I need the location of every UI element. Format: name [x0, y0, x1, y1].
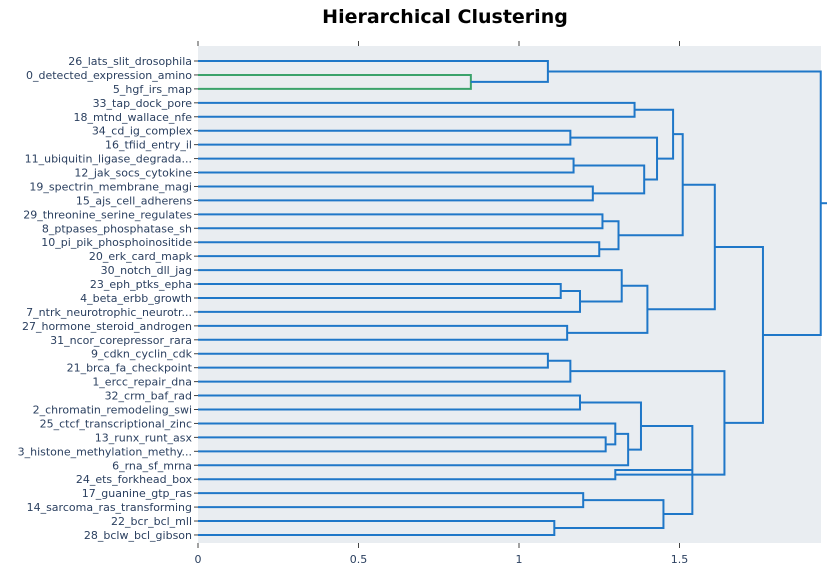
leaf-label: 21_brca_fa_checkpoint — [67, 362, 193, 375]
leaf-label: 14_sarcoma_ras_transforming — [27, 501, 192, 514]
leaf-label: 23_eph_ptks_epha — [90, 278, 192, 291]
leaf-labels: 26_lats_slit_drosophila0_detected_expres… — [18, 55, 198, 542]
x-tick-label: 1 — [516, 553, 523, 566]
leaf-label: 5_hgf_irs_map — [113, 83, 192, 96]
leaf-label: 22_bcr_bcl_mll — [111, 515, 192, 528]
leaf-label: 28_bclw_bcl_gibson — [84, 529, 192, 542]
leaf-label: 4_beta_erbb_growth — [80, 292, 192, 305]
leaf-label: 26_lats_slit_drosophila — [68, 55, 192, 68]
x-axis: 0 0.5 1 1.5 — [195, 41, 689, 566]
leaf-label: 15_ajs_cell_adherens — [76, 194, 192, 207]
leaf-label: 6_rna_sf_mrna — [112, 459, 192, 472]
leaf-label: 11_ubiquitin_ligase_degrada... — [25, 153, 192, 166]
leaf-label: 33_tap_dock_pore — [93, 97, 193, 110]
dendrogram-links — [198, 60, 827, 536]
leaf-label: 12_jak_socs_cytokine — [74, 167, 192, 180]
leaf-label: 30_notch_dll_jag — [101, 264, 192, 277]
leaf-label: 16_tfiid_entry_il — [105, 139, 192, 152]
x-tick-label: 1.5 — [671, 553, 689, 566]
leaf-label: 13_runx_runt_asx — [95, 431, 193, 444]
leaf-label: 32_crm_baf_rad — [105, 390, 192, 403]
leaf-label: 31_ncor_corepressor_rara — [50, 334, 192, 347]
leaf-label: 8_ptpases_phosphatase_sh — [42, 222, 192, 235]
leaf-label: 29_threonine_serine_regulates — [23, 208, 192, 221]
leaf-label: 25_ctcf_transcriptional_zinc — [40, 417, 192, 430]
leaf-label: 20_erk_card_mapk — [89, 250, 193, 263]
leaf-label: 27_hormone_steroid_androgen — [22, 320, 192, 333]
x-tick-label: 0.5 — [350, 553, 368, 566]
chart-title: Hierarchical Clustering — [322, 6, 568, 28]
leaf-label: 19_spectrin_membrane_magi — [29, 180, 192, 193]
leaf-label: 7_ntrk_neurotrophic_neurotr... — [26, 306, 192, 319]
leaf-label: 1_ercc_repair_dna — [92, 376, 192, 389]
leaf-label: 17_guanine_gtp_ras — [82, 487, 193, 500]
leaf-label: 0_detected_expression_amino — [26, 69, 192, 82]
leaf-label: 18_mtnd_wallace_nfe — [74, 111, 193, 124]
leaf-label: 3_histone_methylation_methy... — [18, 445, 192, 458]
leaf-label: 2_chromatin_remodeling_swi — [33, 404, 192, 417]
leaf-label: 24_ets_forkhead_box — [76, 473, 193, 486]
leaf-label: 10_pi_pik_phosphoinositide — [41, 236, 192, 249]
x-tick-label: 0 — [195, 553, 202, 566]
leaf-label: 9_cdkn_cyclin_cdk — [91, 348, 193, 361]
leaf-label: 34_cd_ig_complex — [92, 125, 193, 138]
plot-area — [198, 46, 821, 543]
